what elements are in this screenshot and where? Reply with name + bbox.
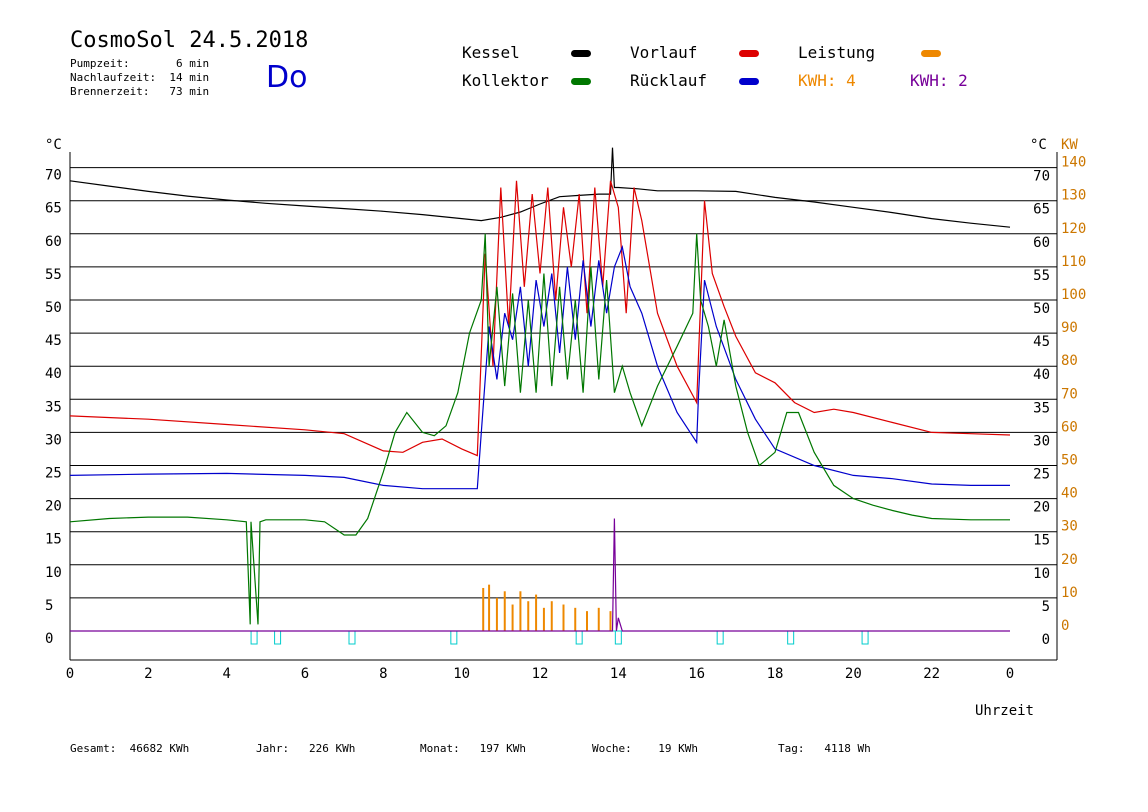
y-tick-label-left: 35 [45,399,62,415]
x-tick-label: 18 [767,666,784,682]
legend-leistung-swatch [921,50,941,57]
legend-vorlauf: Vorlauf [630,43,698,62]
y-tick-label-left: 40 [45,366,62,382]
x-tick-label: 14 [610,666,627,682]
legend-ruecklauf: Rücklauf [630,71,708,90]
chart-title: CosmoSol 24.5.2018 [70,28,309,53]
x-tick-label: 8 [379,666,387,682]
x-tick-label: 12 [532,666,549,682]
kw-tick-label: 40 [1061,486,1078,502]
legend-ruecklauf-swatch [739,78,759,85]
kw-tick-label: 90 [1061,320,1078,336]
y-tick-label-left: 55 [45,267,62,283]
kw-tick-label: 30 [1061,519,1078,535]
x-tick-label: 16 [688,666,705,682]
series-line-r-cklauf [69,244,1010,490]
kw-tick-label: 130 [1061,188,1086,204]
y-tick-label-right: 40 [1033,367,1050,383]
kw-tick-label: 0 [1061,618,1069,634]
pump-pulse [575,630,583,645]
pump-pulse [274,630,282,645]
pump-pulse [787,630,795,645]
y-tick-label-right: 10 [1033,566,1050,582]
footer-gesamt: Gesamt: 46682 KWh [70,742,190,755]
x-tick-label: 0 [66,666,74,682]
footer-woche: Woche: 19 KWh [592,742,698,755]
kw-tick-label: 110 [1061,254,1086,270]
pump-pulse [716,630,724,645]
series-line-kessel [69,147,1011,228]
pumpzeit-label: Pumpzeit: 6 min [70,57,210,70]
kw-tick-label: 60 [1061,419,1078,435]
x-axis-title: Uhrzeit [975,703,1034,719]
footer-tag: Tag: 4118 Wh [778,742,871,755]
y-tick-label-left: 50 [45,300,62,316]
y-tick-label-right: 25 [1033,467,1050,483]
legend-kollektor-swatch [571,78,591,85]
x-tick-label: 0 [1006,666,1014,682]
y-tick-label-left: 60 [45,234,62,250]
y-tick-label-left: 65 [45,201,62,217]
y-tick-label-right: 65 [1033,202,1050,218]
pump-pulse [450,630,458,645]
series-line-vorlauf [69,180,1011,457]
legend-leistung: Leistung [798,43,876,62]
y-tick-label-right: 45 [1033,334,1050,350]
series-line-kwh-2 [70,518,1010,632]
kw-tick-label: 80 [1061,353,1078,369]
y-tick-label-right: 50 [1033,301,1050,317]
y-tick-label-left: 15 [45,532,62,548]
y-tick-label-left: 70 [45,168,62,184]
y-tick-label-right: 35 [1033,400,1050,416]
legend-kollektor: Kollektor [462,71,549,90]
footer-jahr: Jahr: 226 KWh [256,742,356,755]
y-tick-label-right: 5 [1042,599,1050,615]
y-tick-label-left: 25 [45,466,62,482]
pump-pulse [614,630,622,645]
series-line-kollektor [69,233,1010,625]
legend-kwh-2: KWH: 2 [910,71,968,90]
y-tick-label-right: 0 [1042,632,1050,648]
x-tick-label: 22 [923,666,940,682]
kw-tick-label: 120 [1061,221,1086,237]
y-tick-label-right: 60 [1033,235,1050,251]
x-tick-label: 6 [301,666,309,682]
y-tick-label-left: 10 [45,565,62,581]
x-tick-label: 20 [845,666,862,682]
footer-monat: Monat: 197 KWh [420,742,526,755]
kw-tick-label: 140 [1061,155,1086,171]
legend-vorlauf-swatch [739,50,759,57]
pump-pulse [348,630,356,645]
y-tick-label-left: 5 [45,598,53,614]
y-axis-unit-left: °C [45,137,62,153]
kw-tick-label: 20 [1061,552,1078,568]
y-tick-label-left: 45 [45,333,62,349]
kw-tick-label: 70 [1061,386,1078,402]
weekday-label: Do [266,60,308,95]
y-tick-label-right: 55 [1033,268,1050,284]
y-tick-label-right: 30 [1033,433,1050,449]
x-tick-label: 2 [144,666,152,682]
y-tick-label-right: 20 [1033,500,1050,516]
pump-pulse [250,630,258,645]
y-tick-label-left: 30 [45,432,62,448]
y-tick-label-right: 70 [1033,169,1050,185]
y-tick-label-right: 15 [1033,533,1050,549]
y-axis-unit-right: °C [1030,137,1047,153]
legend-kessel-swatch [571,50,591,57]
x-tick-label: 4 [222,666,230,682]
y-tick-label-left: 20 [45,499,62,515]
nachlaufzeit-label: Nachlaufzeit: 14 min [70,71,210,84]
y-tick-label-left: 0 [45,631,53,647]
kw-axis-unit: KW [1061,137,1078,153]
x-tick-label: 10 [453,666,470,682]
pump-pulse [861,630,869,645]
kw-tick-label: 100 [1061,287,1086,303]
legend-kwh-leistung: KWH: 4 [798,71,856,90]
kw-tick-label: 10 [1061,585,1078,601]
brennerzeit-label: Brennerzeit: 73 min [70,85,210,98]
legend-kessel: Kessel [462,43,520,62]
kw-tick-label: 50 [1061,453,1078,469]
